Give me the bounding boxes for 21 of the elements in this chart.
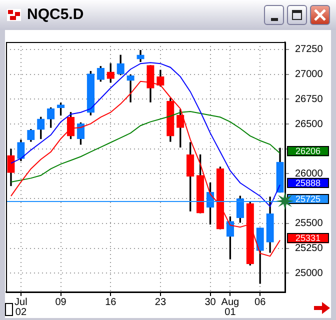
x-tick-label: 06	[254, 296, 266, 308]
data-label: 25331	[295, 233, 321, 244]
y-tick-label: 25500	[295, 218, 324, 230]
ref-line-label: 25725	[295, 194, 321, 204]
y-tick-label: 25000	[295, 268, 324, 279]
x-tick-label: 16	[105, 296, 117, 308]
x-tick-label: 09	[55, 296, 67, 308]
y-tick-label: 27250	[295, 44, 324, 56]
x-tick-label: 23	[154, 296, 166, 308]
y-tick-label: 26000	[295, 168, 324, 180]
x-tick-label: 30	[204, 296, 216, 308]
chart-title: NQC5.D	[27, 6, 84, 23]
x-tick-label: Jul 02	[14, 296, 28, 318]
candlestick	[126, 74, 134, 102]
data-label: 26206	[295, 146, 321, 156]
data-label: 25888	[295, 178, 321, 188]
y-tick-label: 27000	[295, 69, 324, 80]
y-tick-label: 25250	[295, 243, 324, 254]
x-tick-label: Aug 01	[221, 296, 240, 318]
y-tick-label: 26500	[295, 118, 324, 130]
y-tick-label: 26750	[295, 94, 324, 105]
